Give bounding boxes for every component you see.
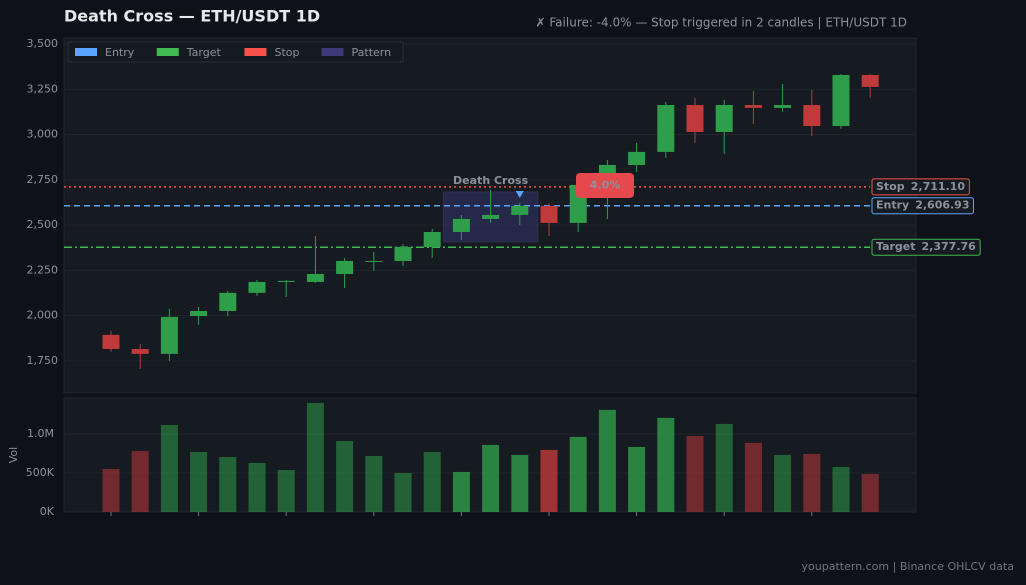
volume-bar xyxy=(511,454,529,512)
volume-bar xyxy=(277,469,295,512)
candle-body xyxy=(102,334,120,349)
legend-box xyxy=(67,41,404,63)
volume-bar xyxy=(102,468,120,512)
volume-tick-label: 500K xyxy=(26,466,55,479)
candle-body xyxy=(160,316,178,354)
volume-bar xyxy=(540,449,558,512)
volume-bar xyxy=(628,446,646,512)
volume-bar xyxy=(657,417,675,512)
candle-body xyxy=(657,105,675,152)
chart-title: Death Cross — ETH/USDT 1D xyxy=(64,7,320,26)
legend-swatch xyxy=(156,48,179,56)
volume-bar xyxy=(219,456,237,512)
level-name: Target xyxy=(876,240,916,253)
legend-swatch xyxy=(75,48,97,56)
pattern-marker xyxy=(515,190,524,198)
footer: youpattern.com | Binance OHLCV data xyxy=(802,560,1014,573)
volume-bar xyxy=(715,423,733,512)
candle-body xyxy=(190,310,208,317)
volume-bar xyxy=(803,453,821,512)
volume-bar xyxy=(160,424,178,512)
candle-body xyxy=(131,348,149,354)
candle-body xyxy=(540,205,558,223)
level-label: Target 2,377.76 xyxy=(871,238,981,256)
candle-body xyxy=(744,105,762,108)
candle-body xyxy=(452,218,470,232)
level-value: 2,711.10 xyxy=(911,180,966,193)
level-name: Stop xyxy=(876,180,905,193)
level-label-box xyxy=(871,238,981,256)
candle-body xyxy=(365,260,383,262)
y-tick-label: 2,750 xyxy=(27,173,59,186)
candle-body xyxy=(803,105,821,127)
subtitle: ✗ Failure: -4.0% — Stop triggered in 2 c… xyxy=(536,16,907,30)
result-label: 4.0% xyxy=(590,179,621,192)
volume-bar xyxy=(598,409,616,512)
y-tick-label: 2,000 xyxy=(27,309,59,322)
volume-bar xyxy=(832,466,850,512)
volume-bar xyxy=(686,435,704,512)
volume-bar xyxy=(190,451,208,512)
y-tick-label: 1,750 xyxy=(27,354,59,367)
y-tick-label: 2,500 xyxy=(27,218,59,231)
result-badge xyxy=(576,173,634,198)
candle-body xyxy=(686,105,704,133)
volume-tick-label: 0K xyxy=(40,505,55,518)
y-tick-label: 2,250 xyxy=(27,263,59,276)
legend-swatch xyxy=(244,48,267,56)
volume-bar xyxy=(336,440,354,512)
volume-bar xyxy=(861,473,879,512)
candle-body xyxy=(832,74,850,127)
legend-label: Pattern xyxy=(352,46,392,59)
level-label: Stop 2,711.10 xyxy=(871,178,970,196)
candle-body xyxy=(482,214,500,219)
volume-axis-label: Vol xyxy=(7,447,20,463)
candle-body xyxy=(394,247,412,261)
level-name: Entry xyxy=(876,199,909,212)
volume-bar xyxy=(131,450,149,512)
candle-body xyxy=(248,281,266,293)
volume-bar xyxy=(365,455,383,512)
volume-bar xyxy=(569,436,587,512)
legend-label: Stop xyxy=(274,46,299,59)
candle-body xyxy=(715,105,733,133)
level-label: Entry 2,606.93 xyxy=(871,197,974,215)
volume-bar xyxy=(248,462,266,512)
volume-tick-label: 1.0M xyxy=(27,427,54,440)
volume-bar xyxy=(423,451,441,512)
y-tick-label: 3,500 xyxy=(27,37,59,50)
level-value: 2,606.93 xyxy=(915,199,969,212)
level-label-box xyxy=(871,197,974,215)
y-tick-label: 3,250 xyxy=(27,82,59,95)
candle-body xyxy=(306,274,324,282)
volume-bar xyxy=(452,471,470,512)
volume-bar xyxy=(306,402,324,512)
volume-bar xyxy=(744,442,762,512)
volume-bar xyxy=(774,454,792,512)
legend-swatch xyxy=(321,48,344,56)
candle-body xyxy=(277,280,295,282)
pattern-label: Death Cross xyxy=(453,174,529,187)
candle-body xyxy=(861,74,879,87)
level-value: 2,377.76 xyxy=(922,240,977,253)
candle-body xyxy=(774,105,792,108)
legend-label: Target xyxy=(186,46,222,59)
y-tick-label: 3,000 xyxy=(27,128,59,141)
candle-body xyxy=(423,231,441,248)
legend-label: Entry xyxy=(105,46,135,59)
candle-body xyxy=(219,292,237,311)
volume-bar xyxy=(394,472,412,512)
candle-body xyxy=(336,260,354,275)
candle-body xyxy=(511,205,529,215)
volume-bar xyxy=(482,444,500,512)
level-label-box xyxy=(871,178,970,196)
candle-body xyxy=(628,151,646,165)
